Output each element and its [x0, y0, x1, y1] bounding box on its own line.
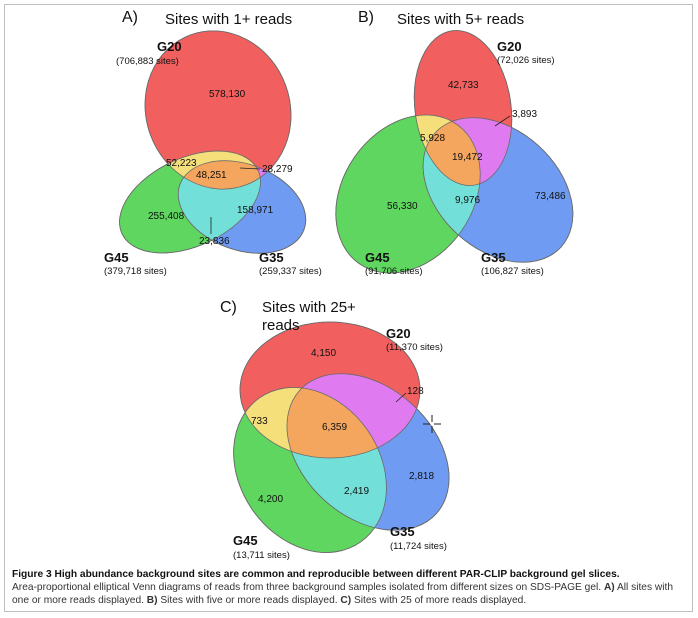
- panel-a-all-count: 48,251: [196, 170, 227, 181]
- panel-a-g20-g35-leader: [239, 167, 261, 170]
- panel-c-g35-only-count: 2,818: [409, 471, 434, 482]
- panel-a-g20-name: G20: [157, 39, 182, 54]
- caption-b-label: B): [146, 595, 158, 606]
- panel-b-g20-g45-count: 5,928: [420, 133, 445, 144]
- panel-c-g20-sites: (11,370 sites): [386, 342, 443, 353]
- panel-b-all-count: 19,472: [452, 152, 483, 163]
- panel-b-g45-only-count: 56,330: [387, 201, 418, 212]
- caption-a-label: A): [603, 582, 615, 593]
- panel-c-g20-g45-count: 733: [251, 416, 268, 427]
- figure-caption: Figure 3 High abundance background sites…: [12, 568, 688, 607]
- panel-a-letter: A): [122, 9, 138, 26]
- panel-b-g20-name: G20: [497, 39, 522, 54]
- panel-b-g45-g35-count: 9,976: [455, 195, 480, 206]
- panel-a: A) Sites with 1+ reads G20 (706,883 site…: [104, 9, 322, 277]
- panel-c-g45-name: G45: [233, 533, 258, 548]
- panel-b-title: Sites with 5+ reads: [397, 11, 524, 28]
- panel-c-all-count: 6,359: [322, 422, 347, 433]
- panel-c-g35-sites: (11,724 sites): [390, 541, 447, 552]
- panel-a-g45-g35-count: 23,836: [199, 236, 230, 247]
- panel-a-g20-sites: (706,883 sites): [116, 56, 179, 67]
- crosshair-cursor-icon: [423, 415, 441, 433]
- panel-a-g35-name: G35: [259, 250, 284, 265]
- panel-b-g35-name: G35: [481, 250, 506, 265]
- panel-a-g20-only-count: 578,130: [209, 89, 246, 100]
- panel-b-g20-sites: (72,026 sites): [497, 55, 555, 66]
- panel-a-g45-sites: (379,718 sites): [104, 266, 167, 277]
- panel-b-letter: B): [358, 9, 374, 26]
- panel-c-g20-only-count: 4,150: [311, 348, 336, 359]
- panel-c-g45-g35-count: 2,419: [344, 486, 369, 497]
- panel-c-title-line-1: Sites with 25+: [262, 299, 356, 316]
- caption-text-1: Area-proportional elliptical Venn diagra…: [12, 582, 604, 593]
- panel-a-g35-sites: (259,337 sites): [259, 266, 322, 277]
- panel-c-g20-g35-leader: [395, 392, 407, 403]
- caption-text-4: Sites with 25 of more reads displayed.: [351, 595, 527, 606]
- panel-c-g35-name: G35: [390, 524, 415, 539]
- panel-a-g35-only-count: 158,971: [237, 205, 274, 216]
- figure-frame: [4, 4, 693, 612]
- caption-text-3: Sites with five or more reads displayed.: [157, 595, 341, 606]
- panel-b: B) Sites with 5+ reads G20 (72,026 sites…: [335, 9, 574, 277]
- panel-b-g35-sites: (106,827 sites): [481, 266, 544, 277]
- caption-c-label: C): [340, 595, 352, 606]
- panel-a-g20-g35-count: 28,279: [262, 164, 293, 175]
- panel-c: C) Sites with 25+ reads G20 (11,370 site…: [220, 299, 450, 561]
- panel-c-letter: C): [220, 299, 237, 316]
- caption-title: Figure 3 High abundance background sites…: [12, 569, 620, 580]
- panel-c-g45-only-count: 4,200: [258, 494, 283, 505]
- panel-b-g35-only-count: 73,486: [535, 191, 566, 202]
- panel-b-g20-g35-count: 3,893: [512, 109, 537, 120]
- panel-b-g20-g35-leader: [494, 115, 511, 127]
- caption-text-2: All sites with one or more reads display…: [12, 582, 674, 606]
- caption-body: Area-proportional elliptical Venn diagra…: [12, 581, 688, 607]
- panel-c-g20-g35-count: 128: [407, 386, 424, 397]
- panel-c-g45-sites: (13,711 sites): [233, 550, 290, 561]
- panel-a-g20-g45-count: 52,223: [166, 158, 197, 169]
- panel-c-g20-name: G20: [386, 326, 411, 341]
- panel-a-title: Sites with 1+ reads: [165, 11, 292, 28]
- panel-b-g45-sites: (91,706 sites): [365, 266, 423, 277]
- panel-c-title-line-2: reads: [262, 317, 300, 334]
- panel-b-g20-only-count: 42,733: [448, 80, 479, 91]
- panel-a-g45-only-count: 255,408: [148, 211, 185, 222]
- panel-a-g45-name: G45: [104, 250, 129, 265]
- panel-b-g45-name: G45: [365, 250, 390, 265]
